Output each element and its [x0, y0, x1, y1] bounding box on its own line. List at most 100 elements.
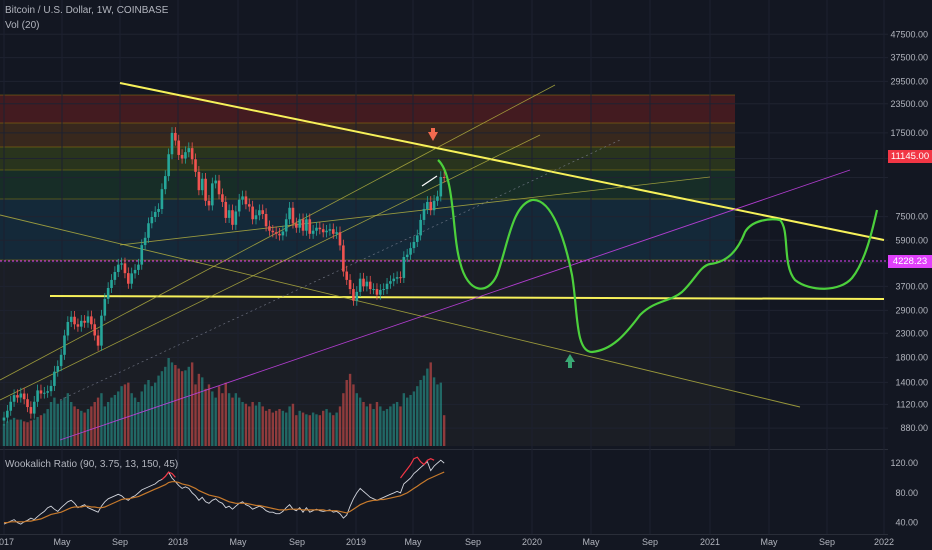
price-tick-label: 47500.00: [890, 29, 928, 39]
volume-bar: [305, 414, 308, 446]
candle-body: [16, 395, 19, 398]
volume-legend[interactable]: Vol (20): [5, 20, 40, 31]
candle-body: [36, 390, 39, 402]
candle-body: [237, 199, 241, 212]
candle-body: [140, 245, 144, 265]
candle-body: [130, 273, 133, 284]
volume-bar: [90, 406, 93, 446]
volume-bar: [436, 384, 439, 446]
candle-body: [143, 237, 147, 246]
volume-bar: [96, 397, 100, 446]
volume-bar: [187, 366, 190, 446]
candle-body: [231, 210, 234, 225]
candle-body: [315, 227, 318, 231]
candle-body: [207, 200, 211, 206]
volume-bar: [419, 380, 422, 446]
time-tick-label: Sep: [465, 537, 481, 547]
candle-body: [227, 210, 231, 218]
volume-bar: [372, 409, 375, 446]
volume-bar: [76, 409, 80, 446]
time-tick-label: May: [760, 537, 778, 547]
candle-body: [321, 229, 325, 233]
indicator-tick-label: 120.00: [890, 458, 918, 468]
volume-bar: [6, 421, 9, 446]
price-tick-label: 17500.00: [890, 128, 928, 138]
down-arrow-icon: [428, 132, 438, 141]
price-tick-label: 2300.00: [895, 328, 928, 338]
candle-body: [419, 219, 422, 236]
candle-body: [167, 154, 170, 177]
candle-body: [247, 204, 251, 207]
volume-bars: [2, 358, 446, 446]
candle-body: [110, 279, 113, 288]
volume-bar: [217, 386, 221, 446]
volume-bar: [244, 403, 248, 446]
volume-bar: [379, 406, 382, 446]
candle-body: [375, 289, 379, 295]
candle-body: [379, 289, 382, 295]
candle-body: [157, 208, 160, 212]
volume-bar: [117, 391, 120, 446]
volume-bar: [382, 410, 385, 446]
volume-bar: [358, 397, 362, 446]
candle-body: [409, 248, 412, 255]
volume-bar: [174, 365, 177, 446]
candle-body: [325, 230, 328, 233]
volume-bar: [429, 362, 432, 446]
candle-body: [308, 219, 312, 234]
candle-body: [160, 189, 164, 209]
time-tick-label: May: [582, 537, 600, 547]
volume-bar: [157, 375, 160, 446]
volume-bar: [399, 406, 402, 446]
fan-line: [119, 176, 711, 246]
candle-body: [348, 279, 352, 290]
candle-body: [221, 194, 224, 202]
price-tick-label: 23500.00: [890, 99, 928, 109]
volume-bar: [227, 393, 231, 446]
volume-bar: [214, 397, 217, 446]
volume-bar: [308, 415, 311, 446]
volume-bar: [211, 391, 214, 446]
volume-bar: [389, 406, 392, 446]
price-tick-label: 7500.00: [895, 212, 928, 222]
candle-body: [358, 278, 362, 292]
volume-bar: [234, 393, 238, 446]
candle-body: [133, 269, 137, 274]
volume-bar: [177, 368, 180, 446]
volume-bar: [100, 393, 103, 446]
candle-body: [328, 229, 332, 231]
volume-bar: [123, 384, 127, 446]
time-tick-label: May: [404, 537, 422, 547]
trend-lines: [0, 82, 888, 441]
time-tick-label: Sep: [642, 537, 658, 547]
volume-bar: [392, 403, 395, 446]
candle-body: [234, 211, 238, 225]
volume-bar: [22, 421, 26, 446]
volume-bar: [204, 388, 207, 446]
symbol-legend[interactable]: Bitcoin / U.S. Dollar, 1W, COINBASE: [5, 5, 169, 16]
volume-bar: [63, 397, 66, 446]
volume-bar: [385, 409, 389, 446]
volume-bar: [86, 409, 90, 446]
candle-body: [338, 232, 342, 246]
volume-bar: [241, 402, 244, 446]
volume-bar: [113, 394, 117, 446]
candle-body: [217, 180, 221, 195]
projection-curve: [437, 159, 879, 354]
candle-body: [103, 298, 107, 316]
candle-body: [365, 281, 369, 287]
candle-body: [46, 391, 49, 393]
fib-band: [0, 199, 735, 260]
candle-body: [29, 407, 33, 414]
candle-body: [53, 371, 56, 386]
candle-body: [412, 241, 416, 249]
candle-body: [69, 316, 73, 322]
indicator-legend[interactable]: Wookalich Ratio (90, 3.75, 13, 150, 45): [5, 459, 179, 470]
candle-body: [184, 152, 187, 159]
volume-bar: [127, 382, 130, 446]
volume-bar: [180, 371, 184, 446]
candle-body: [432, 200, 436, 211]
volume-bar: [201, 377, 204, 446]
candle-body: [442, 176, 446, 178]
candle-body: [150, 216, 154, 224]
